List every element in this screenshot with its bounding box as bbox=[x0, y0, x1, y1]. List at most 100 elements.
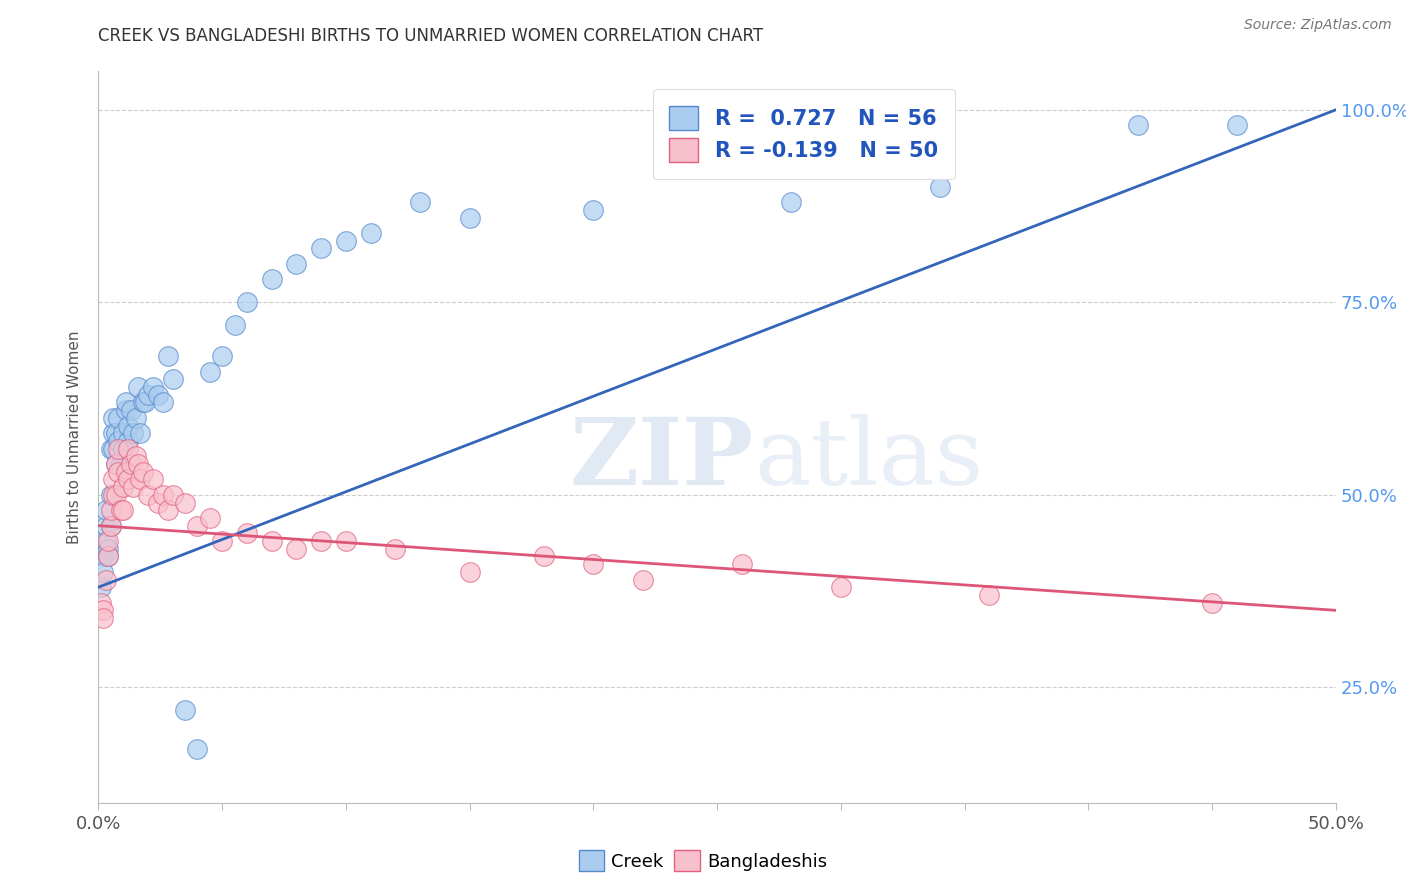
Point bbox=[360, 226, 382, 240]
Point bbox=[162, 372, 184, 386]
Point bbox=[104, 457, 127, 471]
Point bbox=[120, 403, 142, 417]
Point bbox=[132, 395, 155, 409]
Point bbox=[186, 518, 208, 533]
Point bbox=[104, 488, 127, 502]
Point bbox=[260, 534, 283, 549]
Point bbox=[117, 418, 139, 433]
Point bbox=[146, 495, 169, 509]
Point bbox=[285, 541, 308, 556]
Point bbox=[1226, 118, 1249, 132]
Point bbox=[94, 518, 117, 533]
Point bbox=[97, 534, 120, 549]
Point bbox=[90, 580, 112, 594]
Point bbox=[117, 442, 139, 456]
Point bbox=[631, 573, 654, 587]
Point bbox=[136, 488, 159, 502]
Y-axis label: Births to Unmarried Women: Births to Unmarried Women bbox=[67, 330, 83, 544]
Point bbox=[97, 541, 120, 556]
Point bbox=[112, 503, 135, 517]
Point bbox=[127, 457, 149, 471]
Point bbox=[152, 488, 174, 502]
Point bbox=[112, 480, 135, 494]
Point bbox=[110, 457, 132, 471]
Point bbox=[198, 511, 221, 525]
Point bbox=[582, 202, 605, 217]
Point bbox=[107, 465, 129, 479]
Point bbox=[112, 426, 135, 441]
Point bbox=[100, 442, 122, 456]
Point bbox=[120, 457, 142, 471]
Point bbox=[103, 426, 125, 441]
Text: CREEK VS BANGLADESHI BIRTHS TO UNMARRIED WOMEN CORRELATION CHART: CREEK VS BANGLADESHI BIRTHS TO UNMARRIED… bbox=[98, 27, 763, 45]
Point bbox=[928, 179, 950, 194]
Point bbox=[830, 580, 852, 594]
Point bbox=[93, 565, 115, 579]
Point bbox=[174, 703, 197, 717]
Point bbox=[409, 195, 432, 210]
Text: Source: ZipAtlas.com: Source: ZipAtlas.com bbox=[1244, 18, 1392, 32]
Point bbox=[117, 434, 139, 448]
Point bbox=[309, 242, 332, 256]
Point bbox=[533, 549, 555, 564]
Text: ZIP: ZIP bbox=[569, 414, 754, 504]
Point bbox=[114, 465, 136, 479]
Point bbox=[198, 365, 221, 379]
Point bbox=[103, 488, 125, 502]
Point bbox=[142, 472, 165, 486]
Point bbox=[97, 549, 120, 564]
Point bbox=[309, 534, 332, 549]
Point bbox=[458, 211, 481, 225]
Point bbox=[114, 395, 136, 409]
Point bbox=[211, 534, 233, 549]
Point bbox=[93, 603, 115, 617]
Point bbox=[114, 403, 136, 417]
Point bbox=[186, 742, 208, 756]
Point bbox=[93, 549, 115, 564]
Point bbox=[335, 534, 357, 549]
Point bbox=[107, 410, 129, 425]
Point bbox=[384, 541, 406, 556]
Point bbox=[146, 388, 169, 402]
Legend: R =  0.727   N = 56, R = -0.139   N = 50: R = 0.727 N = 56, R = -0.139 N = 50 bbox=[652, 89, 955, 179]
Legend: Creek, Bangladeshis: Creek, Bangladeshis bbox=[572, 843, 834, 879]
Point bbox=[335, 234, 357, 248]
Point bbox=[458, 565, 481, 579]
Point bbox=[582, 557, 605, 571]
Point bbox=[124, 410, 146, 425]
Point bbox=[112, 442, 135, 456]
Point bbox=[132, 465, 155, 479]
Point bbox=[104, 457, 127, 471]
Point bbox=[156, 503, 179, 517]
Point bbox=[93, 611, 115, 625]
Point bbox=[103, 472, 125, 486]
Point bbox=[100, 503, 122, 517]
Point bbox=[162, 488, 184, 502]
Point bbox=[1126, 118, 1149, 132]
Point bbox=[97, 549, 120, 564]
Point bbox=[94, 573, 117, 587]
Text: atlas: atlas bbox=[754, 414, 983, 504]
Point bbox=[780, 195, 803, 210]
Point bbox=[731, 557, 754, 571]
Point bbox=[100, 488, 122, 502]
Point bbox=[224, 318, 246, 333]
Point bbox=[90, 596, 112, 610]
Point bbox=[94, 534, 117, 549]
Point bbox=[236, 526, 259, 541]
Point bbox=[136, 388, 159, 402]
Point bbox=[211, 349, 233, 363]
Point bbox=[127, 380, 149, 394]
Point bbox=[122, 480, 145, 494]
Point bbox=[94, 503, 117, 517]
Point bbox=[100, 518, 122, 533]
Point bbox=[285, 257, 308, 271]
Point bbox=[129, 472, 152, 486]
Point bbox=[1201, 596, 1223, 610]
Point bbox=[103, 410, 125, 425]
Point bbox=[174, 495, 197, 509]
Point bbox=[134, 395, 156, 409]
Point bbox=[156, 349, 179, 363]
Point bbox=[979, 588, 1001, 602]
Point bbox=[122, 426, 145, 441]
